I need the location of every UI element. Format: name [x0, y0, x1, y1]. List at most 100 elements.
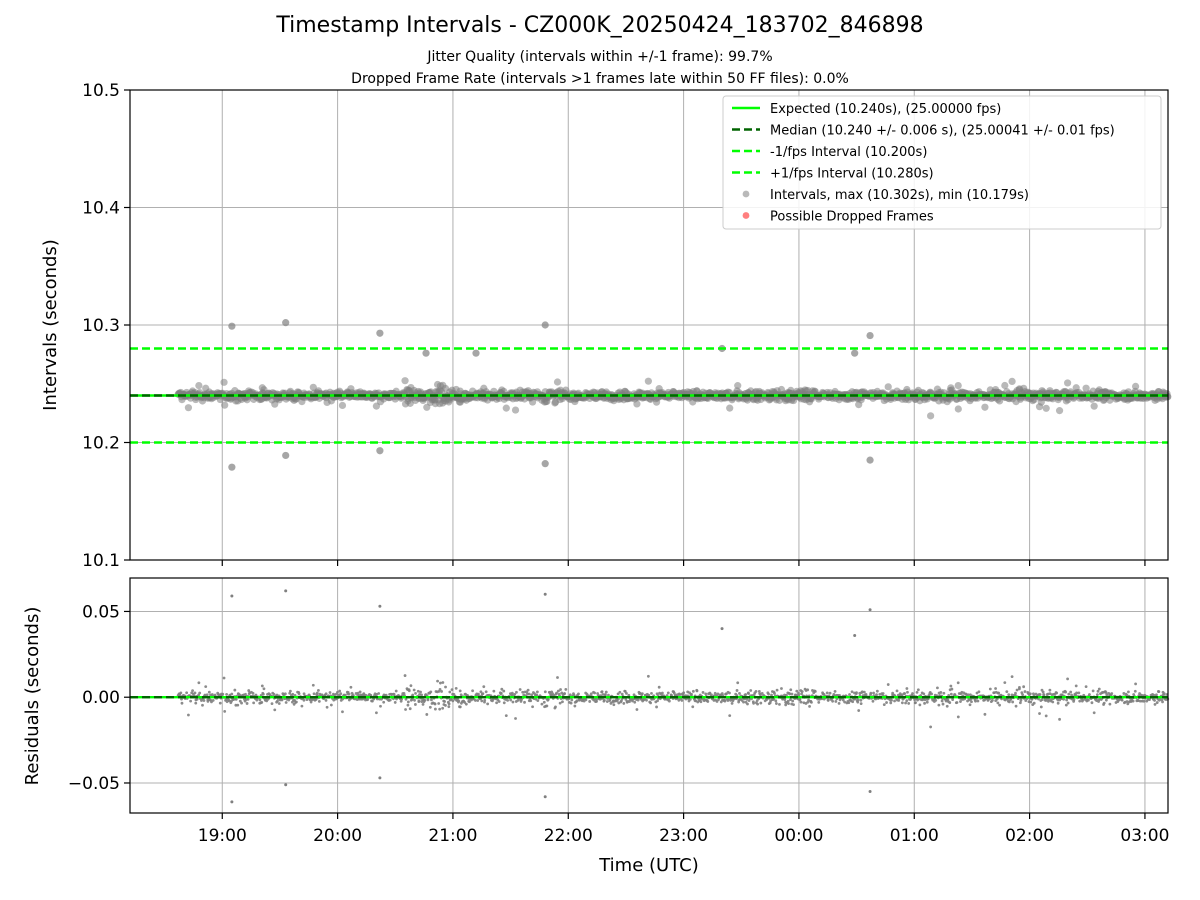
residual-point	[966, 693, 970, 697]
residual-point	[255, 698, 259, 702]
residual-point	[775, 702, 778, 705]
residual-point	[433, 702, 437, 706]
residual-point	[518, 688, 522, 691]
residual-point	[251, 691, 255, 695]
residual-outlier-point	[230, 800, 234, 804]
residual-point	[291, 692, 295, 696]
residual-point	[502, 701, 506, 705]
residual-point	[1062, 697, 1066, 701]
residual-point	[636, 698, 640, 702]
residual-point	[246, 697, 250, 701]
residual-point	[1048, 688, 1052, 692]
residual-point	[915, 690, 919, 694]
residual-point	[1104, 698, 1108, 702]
residual-point	[400, 697, 404, 701]
residual-point	[187, 713, 190, 717]
residual-point	[324, 698, 328, 702]
residual-point	[744, 693, 748, 696]
residual-point	[511, 700, 515, 704]
residual-point	[759, 701, 763, 705]
residual-point	[443, 700, 446, 703]
residual-point	[1161, 700, 1164, 704]
x-tick-label-2300: 23:00	[659, 826, 708, 846]
interval-outlier-point	[866, 456, 874, 464]
residual-point	[754, 689, 758, 693]
residual-point	[569, 701, 573, 705]
residual-point	[584, 698, 588, 702]
residual-point	[262, 687, 266, 691]
interval-point	[309, 383, 317, 391]
residual-point	[911, 692, 914, 695]
legend-label-1: Median (10.240 +/- 0.006 s), (25.00041 +…	[770, 124, 1115, 139]
residual-point	[450, 688, 454, 691]
interval-outlier-point	[228, 322, 236, 330]
residual-point	[201, 703, 204, 707]
interval-point	[195, 381, 203, 390]
residual-point	[416, 689, 420, 693]
residuals-axes-frame	[129, 577, 1169, 814]
residual-point	[956, 715, 960, 719]
residual-point	[1018, 701, 1022, 705]
interval-point	[981, 403, 989, 411]
residual-point	[810, 700, 813, 704]
residual-point	[297, 692, 301, 696]
residual-point	[404, 708, 407, 711]
residual-point	[270, 702, 274, 706]
residual-point	[790, 692, 794, 696]
residual-point	[295, 700, 298, 704]
residual-point	[312, 692, 316, 696]
residual-point	[413, 703, 417, 706]
residuals-y-axis-label: Residuals (seconds)	[22, 607, 43, 786]
residual-point	[860, 690, 864, 694]
residual-point	[856, 700, 860, 704]
residual-point	[738, 692, 741, 695]
residual-point	[656, 699, 659, 703]
residual-point	[1038, 693, 1042, 696]
residual-point	[433, 707, 437, 711]
residual-point	[595, 699, 598, 703]
residual-point	[1028, 692, 1032, 696]
residual-point	[1102, 701, 1106, 705]
residual-point	[205, 693, 209, 697]
residual-point	[893, 699, 896, 703]
residual-point	[441, 681, 445, 684]
residual-point	[245, 702, 249, 705]
residual-point	[218, 701, 222, 705]
residual-point	[691, 705, 695, 709]
residual-point	[1066, 677, 1069, 681]
residual-point	[936, 686, 939, 690]
interval-point	[734, 382, 742, 390]
residual-point	[1097, 687, 1101, 691]
residual-point	[473, 699, 477, 702]
residual-point	[555, 691, 558, 695]
residual-point	[1058, 717, 1061, 721]
legend-box	[722, 95, 1162, 230]
residual-point	[577, 692, 580, 696]
residual-point	[698, 698, 702, 701]
intervals-x-ticks	[221, 560, 1146, 566]
residual-point	[425, 713, 429, 716]
x-tick-label-0200: 02:00	[1005, 826, 1054, 846]
residual-point	[1105, 693, 1109, 697]
residual-outlier-point	[378, 604, 382, 608]
residual-point	[1003, 681, 1007, 684]
residual-point	[1095, 693, 1099, 697]
residual-point	[918, 703, 922, 707]
residual-point	[1110, 692, 1114, 695]
residual-point	[813, 690, 817, 693]
interval-point	[884, 383, 892, 391]
residual-point	[593, 691, 597, 695]
residual-point	[223, 709, 227, 713]
residual-point	[447, 702, 451, 706]
interval-point	[1001, 381, 1009, 390]
residual-point	[568, 693, 572, 697]
residual-point	[198, 691, 202, 695]
residuals-y-ticks: −0.05 0.00 0.05	[68, 602, 130, 794]
intervals-reference-lines-front	[130, 347, 1168, 444]
residuals-x-axis-label: Time (UTC)	[598, 855, 699, 876]
interval-point	[401, 377, 409, 385]
residual-point	[1155, 693, 1158, 697]
residual-point	[847, 701, 851, 705]
residual-point	[458, 689, 462, 693]
residual-point	[791, 699, 795, 703]
